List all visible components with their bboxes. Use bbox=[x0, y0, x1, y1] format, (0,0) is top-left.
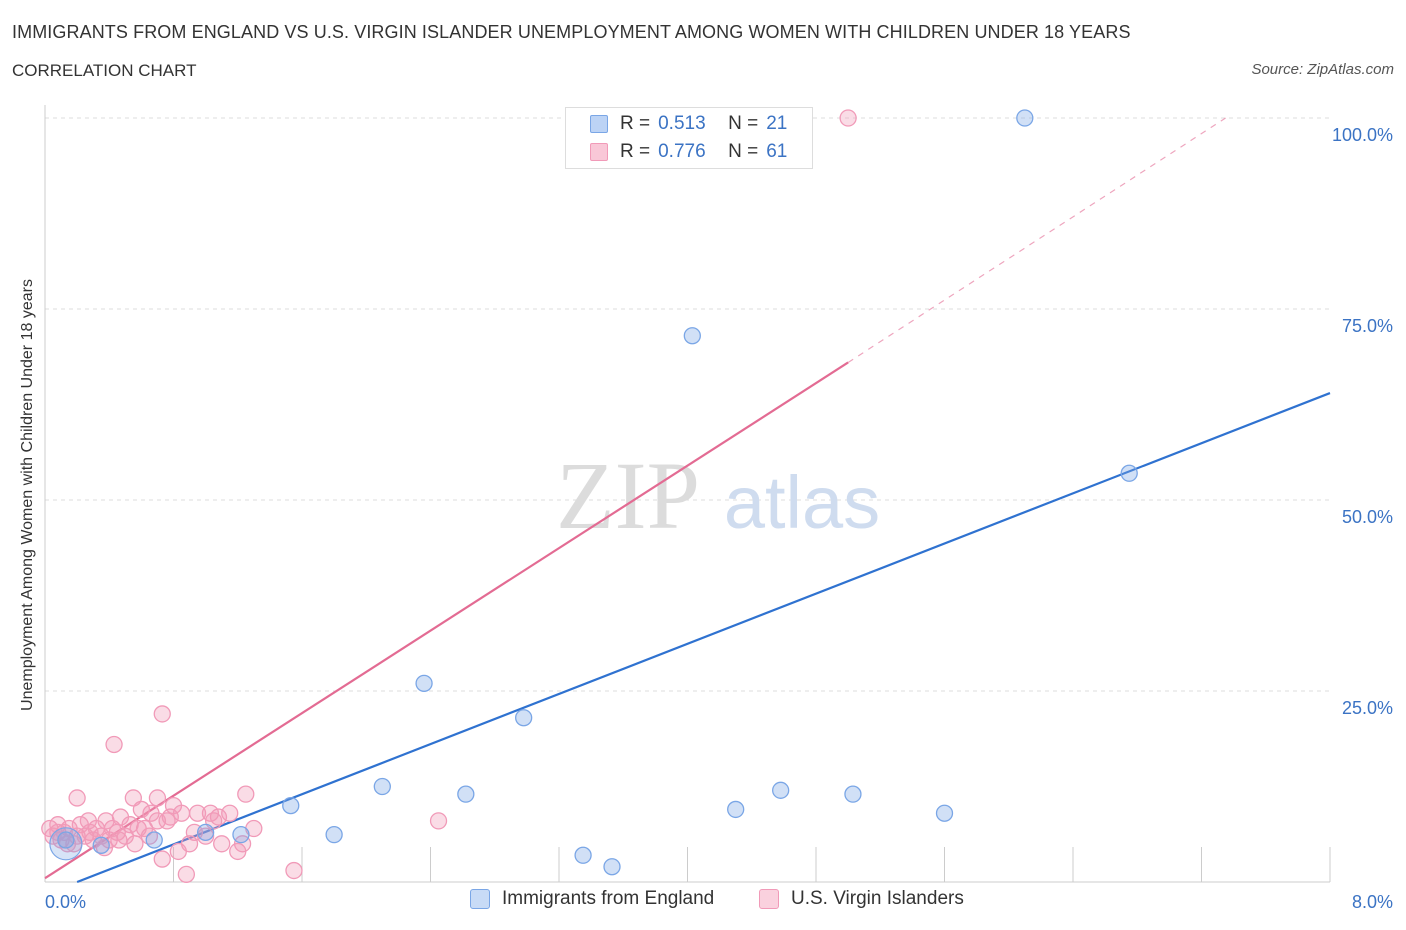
legend-row-england: R = 0.513 N = 21 bbox=[590, 113, 787, 135]
trend-extension-virgin-islanders bbox=[847, 117, 1226, 363]
legend-row-virgin-islanders: R = 0.776 N = 61 bbox=[590, 141, 787, 163]
legend-n-value-england: 21 bbox=[766, 113, 788, 134]
point-virgin-islanders bbox=[177, 865, 196, 884]
point-virgin-islanders bbox=[161, 808, 179, 826]
point-virgin-islanders bbox=[213, 835, 231, 853]
point-england bbox=[145, 831, 163, 849]
point-england bbox=[935, 804, 954, 822]
point-virgin-islanders bbox=[221, 804, 239, 822]
point-virgin-islanders bbox=[142, 804, 160, 822]
legend-n-label: N = bbox=[728, 113, 759, 134]
point-virgin-islanders bbox=[285, 861, 303, 880]
point-virgin-islanders bbox=[153, 705, 171, 723]
series-legend: Immigrants from England U.S. Virgin Isla… bbox=[0, 888, 1406, 916]
series-swatch-england bbox=[470, 889, 490, 909]
point-england bbox=[515, 709, 533, 727]
point-england bbox=[415, 674, 433, 693]
chart-subtitle: CORRELATION CHART bbox=[12, 61, 197, 80]
axes bbox=[44, 105, 1331, 883]
point-england bbox=[325, 825, 343, 844]
correlation-legend: R = 0.513 N = 21 R = 0.776 N = 61 bbox=[565, 107, 813, 169]
trend-line-virgin-islanders bbox=[44, 361, 849, 880]
point-england bbox=[232, 825, 250, 844]
data-points bbox=[41, 109, 1138, 884]
point-virgin-islanders bbox=[68, 789, 86, 807]
series-legend-label-england: Immigrants from England bbox=[502, 888, 715, 909]
legend-n-value-virgin-islanders: 61 bbox=[766, 141, 788, 162]
x-tick-label-min: 0.0% bbox=[45, 892, 86, 912]
legend-n-label: N = bbox=[728, 141, 759, 162]
point-virgin-islanders bbox=[153, 850, 171, 868]
series-legend-virgin-islanders[interactable]: U.S. Virgin Islanders bbox=[759, 888, 964, 910]
legend-swatch-england bbox=[590, 115, 608, 133]
point-england bbox=[196, 823, 215, 841]
legend-r-label: R = bbox=[620, 113, 651, 134]
tick-labels: 100.0% 75.0% 50.0% 25.0% 0.0% 8.0% bbox=[45, 125, 1393, 912]
point-england bbox=[1120, 464, 1138, 482]
point-virgin-islanders bbox=[188, 804, 207, 822]
point-england bbox=[1016, 109, 1034, 127]
point-virgin-islanders bbox=[237, 785, 255, 803]
trend-line-england bbox=[76, 392, 1331, 884]
y-tick-label: 100.0% bbox=[1332, 125, 1393, 145]
point-virgin-islanders bbox=[124, 789, 142, 807]
point-england bbox=[92, 836, 110, 854]
point-england bbox=[683, 327, 701, 345]
point-virgin-islanders bbox=[839, 109, 857, 127]
chart-title: IMMIGRANTS FROM ENGLAND VS U.S. VIRGIN I… bbox=[12, 22, 1131, 42]
series-swatch-virgin-islanders bbox=[759, 889, 779, 909]
point-england bbox=[772, 781, 790, 799]
point-england bbox=[282, 796, 300, 815]
point-virgin-islanders bbox=[126, 835, 144, 853]
legend-swatch-virgin-islanders bbox=[590, 143, 608, 161]
point-england-cluster bbox=[49, 827, 83, 861]
point-virgin-islanders bbox=[148, 789, 167, 807]
watermark: ZIP atlas bbox=[556, 442, 880, 549]
legend-r-value-virgin-islanders: 0.776 bbox=[658, 141, 706, 162]
point-virgin-islanders bbox=[129, 819, 147, 838]
point-virgin-islanders bbox=[201, 804, 220, 822]
y-tick-label: 25.0% bbox=[1342, 698, 1393, 718]
watermark-zip: ZIP bbox=[556, 442, 700, 549]
point-england bbox=[727, 800, 745, 819]
series-legend-england[interactable]: Immigrants from England bbox=[470, 888, 714, 910]
point-virgin-islanders bbox=[97, 812, 115, 830]
series-legend-label-virgin-islanders: U.S. Virgin Islanders bbox=[791, 888, 964, 909]
y-tick-label: 50.0% bbox=[1342, 507, 1393, 527]
watermark-atlas: atlas bbox=[724, 461, 880, 544]
gridlines bbox=[45, 117, 1330, 692]
point-england bbox=[57, 831, 75, 849]
point-virgin-islanders bbox=[209, 808, 228, 826]
point-england bbox=[603, 858, 621, 876]
point-virgin-islanders bbox=[81, 823, 99, 841]
x-tick-label-max: 8.0% bbox=[1352, 892, 1393, 912]
y-tick-label: 75.0% bbox=[1342, 316, 1393, 336]
point-virgin-islanders bbox=[105, 735, 123, 754]
point-virgin-islanders bbox=[196, 827, 215, 845]
y-axis-label: Unemployment Among Women with Children U… bbox=[19, 279, 36, 711]
point-england bbox=[844, 785, 862, 803]
point-england bbox=[457, 785, 475, 803]
legend-r-value-england: 0.513 bbox=[658, 113, 706, 134]
legend-r-label: R = bbox=[620, 141, 651, 162]
point-england bbox=[373, 777, 391, 796]
source-label: Source: ZipAtlas.com bbox=[1251, 61, 1394, 78]
point-virgin-islanders bbox=[429, 812, 448, 830]
point-virgin-islanders bbox=[110, 831, 128, 849]
point-england bbox=[574, 846, 592, 864]
